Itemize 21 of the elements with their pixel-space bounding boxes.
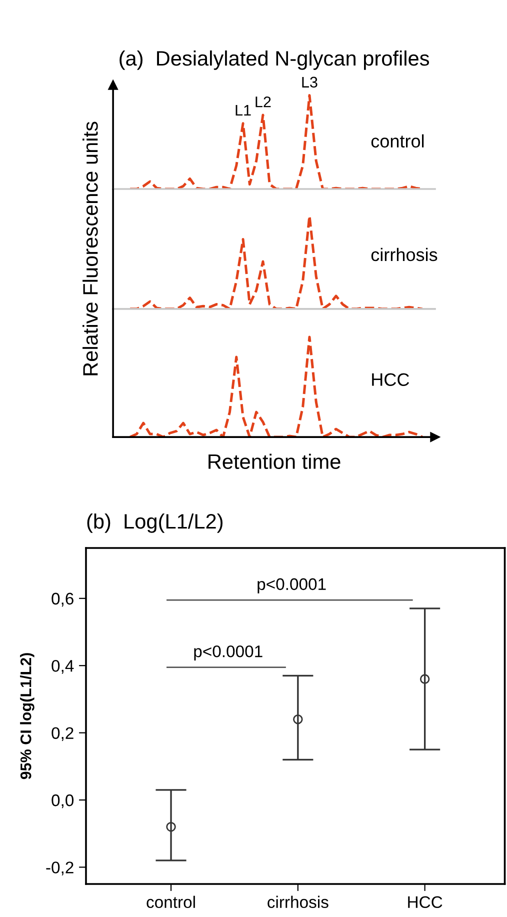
text: HCC [372, 373, 410, 386]
text: control [371, 134, 424, 148]
x-axis-title: Retention time [208, 454, 340, 470]
y-tick-label: 0,0 [52, 794, 74, 808]
annotation: L2 [256, 96, 271, 108]
y-tick-label: 0,4 [52, 660, 74, 674]
chart-title: (b) Log(L1/L2) [87, 513, 222, 533]
x-tick-label: cirrhosis [268, 896, 328, 908]
annotation: L1 [236, 105, 251, 116]
annotation: p<0.0001 [258, 578, 326, 594]
annotation: L3 [302, 76, 318, 88]
annotation: p<0.0001 [194, 645, 262, 661]
text: cirrhosis [371, 248, 438, 262]
y-tick-label: 0,2 [52, 727, 74, 741]
y-axis-title: 95% CI log(L1/L2) [20, 653, 34, 780]
y-axis-title: Relative Fluorescence units [82, 122, 98, 376]
y-tick-label: -0,2 [46, 862, 74, 876]
x-tick-label: HCC [408, 896, 442, 908]
x-tick-label: control [146, 896, 195, 908]
chart-title: (a) Desialylated N-glycan profiles [120, 50, 430, 70]
y-tick-label: 0,6 [52, 592, 74, 607]
